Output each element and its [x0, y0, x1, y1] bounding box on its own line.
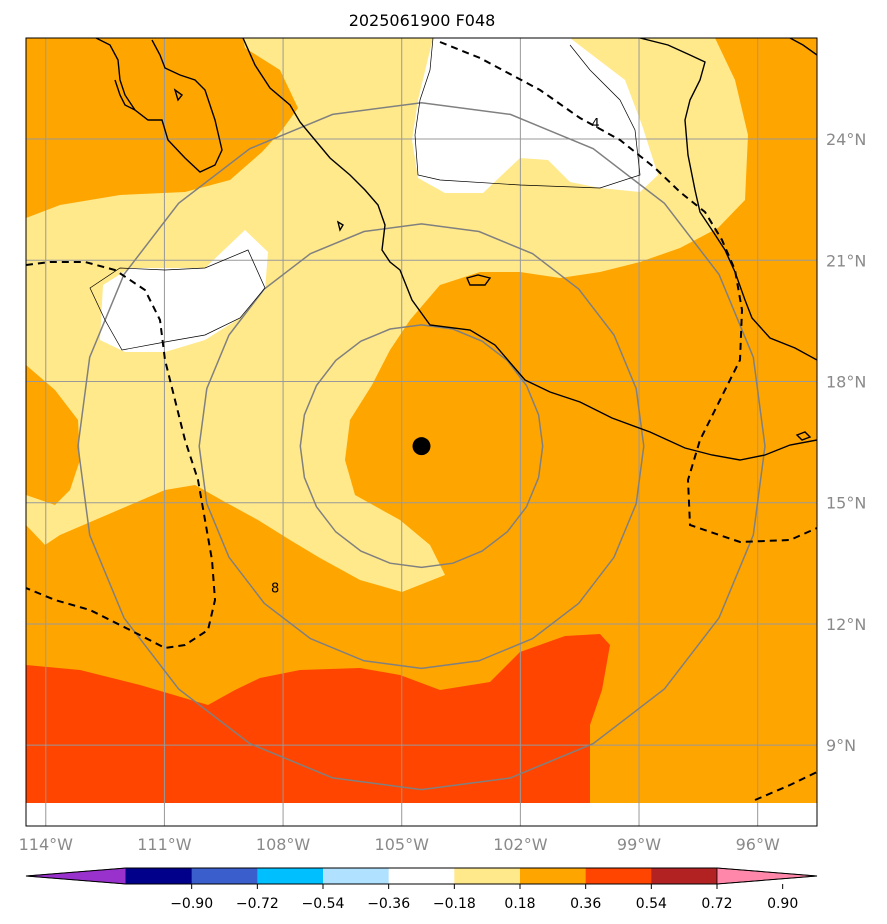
colorbar-tick-label-9: 0.90: [767, 896, 798, 912]
colorbar-segment-4: [388, 868, 455, 884]
dashed-contour-south: [754, 771, 817, 801]
lat-tick-label-1: 12°N: [826, 615, 866, 634]
lat-tick-label-0: 9°N: [826, 736, 856, 755]
contour-label-1: 8: [271, 582, 279, 597]
colorbar-segment-8: [651, 868, 718, 884]
lon-tick-label-1: 111°W: [137, 835, 192, 854]
lon-tick-label-2: 108°W: [256, 835, 311, 854]
colorbar-segment-6: [520, 868, 587, 884]
lat-tick-label-3: 18°N: [826, 372, 866, 391]
lat-tick-label-5: 24°N: [826, 130, 866, 149]
colorbar-tick-label-4: −0.18: [433, 896, 476, 912]
colorbar-outline: [25, 867, 818, 885]
coastlines: [95, 38, 817, 461]
lat-tick-label-2: 15°N: [826, 494, 866, 513]
colorbar-segment-1: [191, 868, 258, 884]
lon-tick-label-3: 105°W: [375, 835, 430, 854]
colorbar-segment-3: [323, 868, 390, 884]
coastline-island-3: [795, 431, 812, 441]
border-west-high: [89, 249, 266, 351]
field-red-region: [26, 634, 610, 803]
lon-tick-label-5: 99°W: [617, 835, 661, 854]
colorbar-extend-low: [25, 867, 127, 885]
dashed-contour-north: [439, 41, 817, 544]
dashed-contours: [26, 41, 817, 801]
range-ring-2: [77, 101, 766, 791]
colorbar-segment-0: [126, 868, 193, 884]
coastline-gulf-west: [639, 38, 817, 361]
colorbar-segment-2: [257, 868, 324, 884]
lon-tick-label-6: 96°W: [736, 835, 780, 854]
coastline-island-2: [336, 220, 344, 232]
colorbar-extend-high: [716, 867, 818, 885]
colorbar-tick-label-5: 0.18: [504, 896, 535, 912]
coastline-small-island: [466, 274, 492, 286]
dashed-contour-west: [26, 261, 217, 650]
coastline-mainland: [242, 38, 817, 461]
longitude-tick-labels: 114°W 111°W 108°W 105°W 102°W 99°W 96°W: [19, 835, 780, 854]
coastline-yucatan: [789, 38, 817, 56]
range-rings: [77, 101, 766, 791]
storm-center-marker: [412, 437, 431, 456]
lon-tick-label-4: 102°W: [493, 835, 548, 854]
coastline-baja-tip: [114, 79, 136, 111]
map-frame: [25, 37, 818, 827]
lon-tick-label-0: 114°W: [19, 835, 74, 854]
colorbar-tick-label-3: −0.36: [367, 896, 410, 912]
colorbar-tick-label-6: 0.36: [570, 896, 601, 912]
range-ring-0: [299, 324, 544, 569]
border-lines: [89, 38, 641, 351]
coastline-mainland-west: [95, 38, 223, 173]
colorbar-tick-label-8: 0.72: [701, 896, 732, 912]
map-panel: 48: [26, 38, 817, 826]
colorbar-segment-7: [585, 868, 652, 884]
colorbar-tick-label-7: 0.54: [636, 896, 667, 912]
coastline-isle-west: [173, 88, 184, 102]
colorbar: −0.90 −0.72 −0.54 −0.36 −0.18 0.18 0.36 0.54 0.7…: [25, 867, 818, 912]
contour-labels: 48: [271, 117, 600, 597]
colorbar-tick-label-1: −0.72: [236, 896, 279, 912]
lat-tick-label-4: 21°N: [826, 251, 866, 270]
range-ring-1: [198, 223, 645, 670]
map-title: 2025061900 F048: [349, 11, 496, 30]
latitude-tick-labels: 9°N 12°N 15°N 18°N 21°N 24°N: [826, 130, 866, 755]
colorbar-tick-label-0: −0.90: [170, 896, 213, 912]
gridlines: [26, 38, 817, 826]
border-north-high: [414, 38, 641, 189]
colorbar-segment-5: [454, 868, 521, 884]
contour-label-0: 4: [591, 117, 599, 132]
colorbar-tick-label-2: −0.54: [302, 896, 345, 912]
